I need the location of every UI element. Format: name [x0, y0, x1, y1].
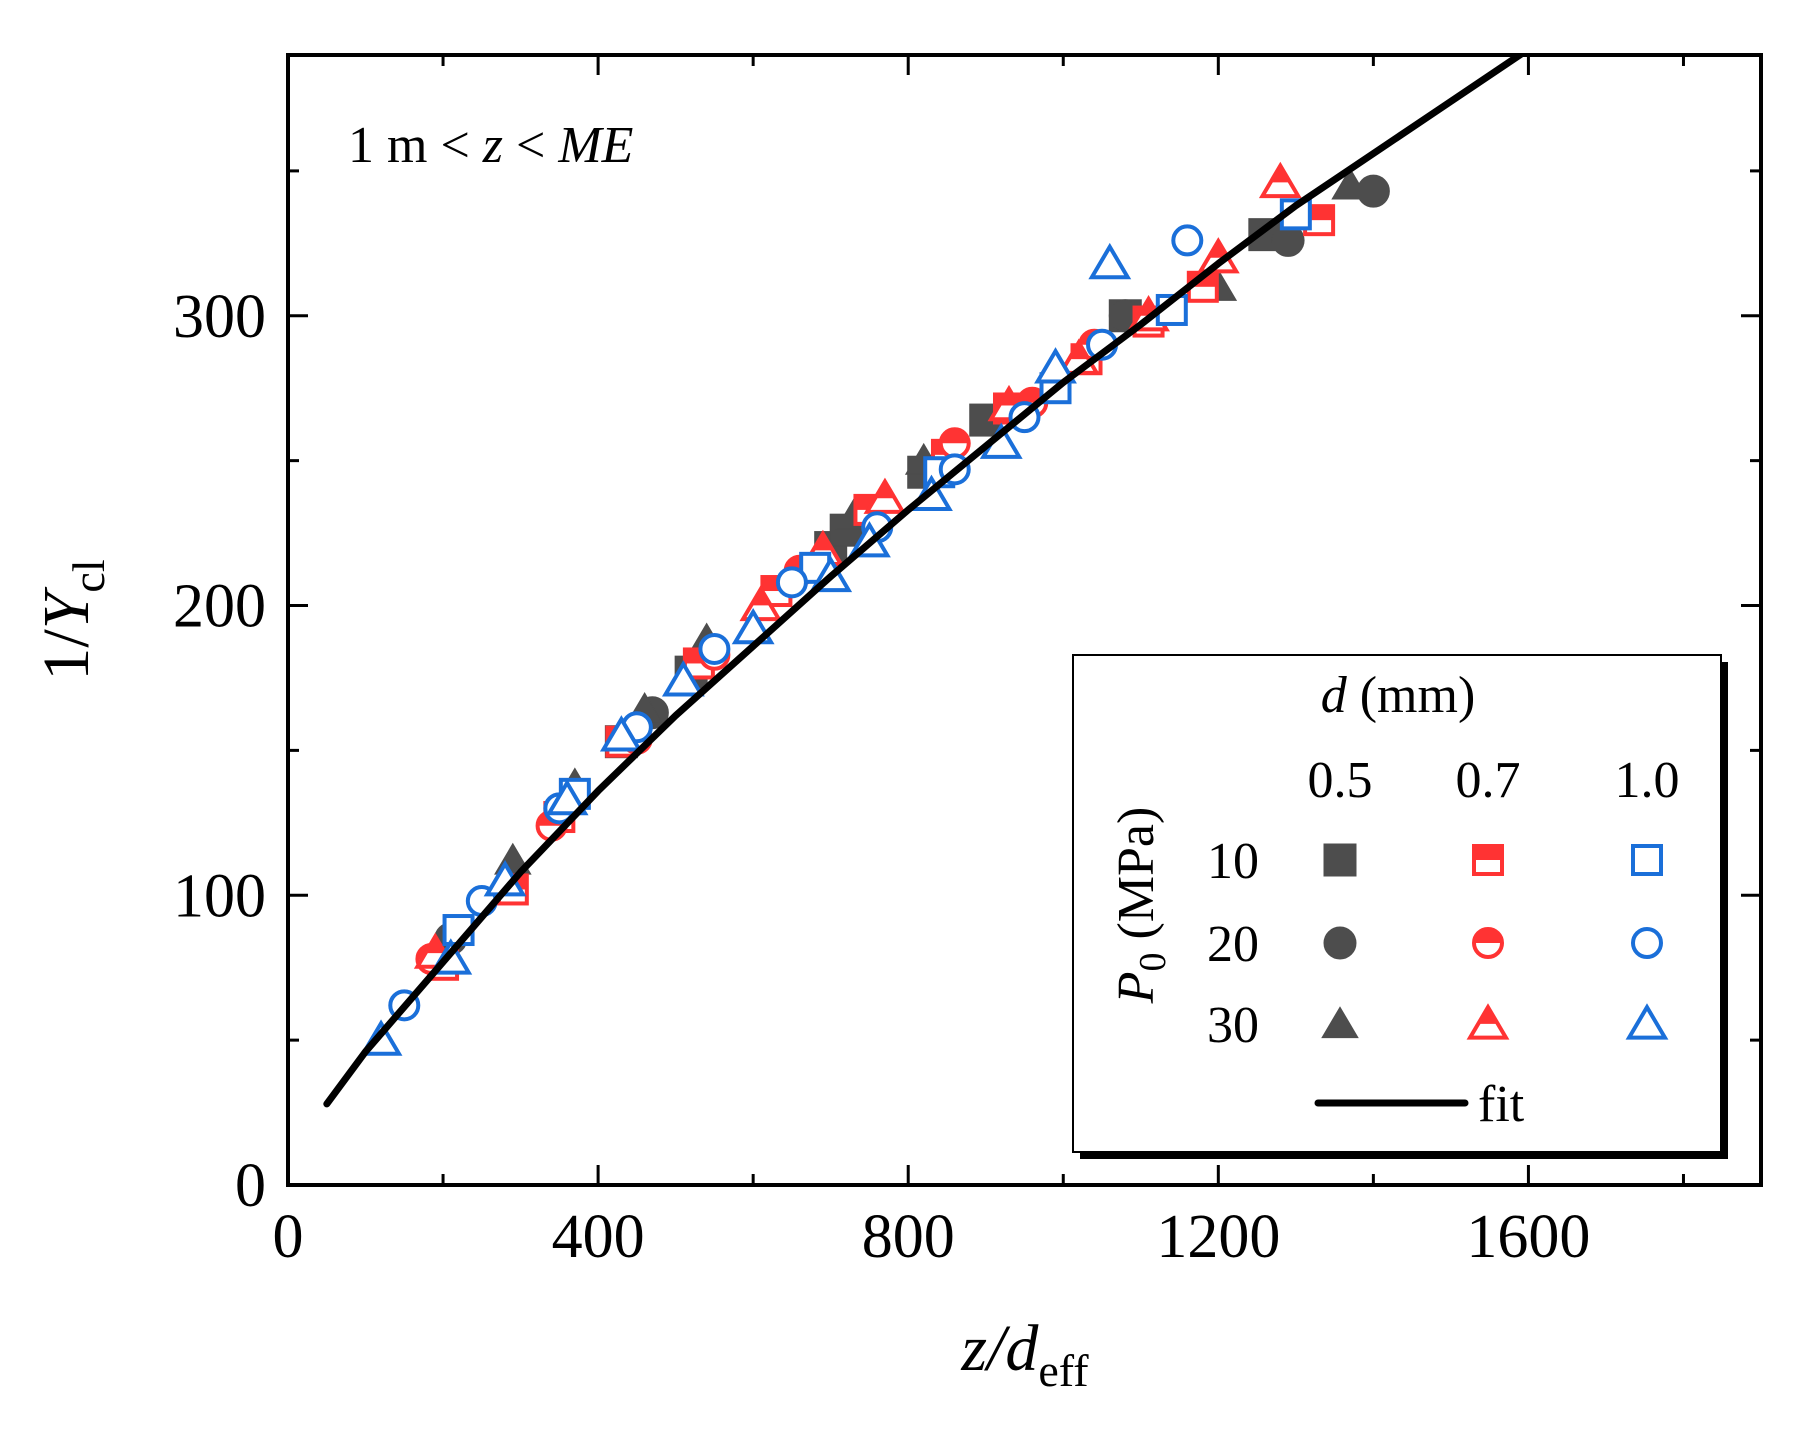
- data-point-d0.7-p20: [938, 427, 971, 460]
- x-tick-label: 1600: [1466, 1203, 1590, 1271]
- plot-frame: [286, 53, 1763, 1187]
- x-tick-label: 400: [552, 1203, 645, 1271]
- data-point-d0.7-p30: [863, 477, 907, 514]
- data-point-d0.5-p30: [1331, 167, 1369, 200]
- y-axis-title: 1/Ycl: [30, 559, 114, 680]
- x-axis-title-sub: eff: [1038, 1345, 1089, 1396]
- legend-row-label: 10: [1207, 833, 1259, 890]
- data-point-d1.0-p30: [545, 778, 589, 816]
- data-point-d1.0-p20: [1171, 224, 1204, 257]
- legend-marker: [1323, 843, 1357, 877]
- data-point-d1.0-p20: [775, 566, 808, 599]
- marker-fill: [1474, 846, 1502, 860]
- marker-fill: [940, 429, 969, 444]
- legend-row-title: P0 (MPa): [1108, 807, 1174, 1005]
- y-tick-label: 100: [173, 862, 266, 930]
- fit-line: [323, 55, 1527, 1108]
- x-tick-label: 1200: [1156, 1203, 1280, 1271]
- y-axis-title-prefix: 1/: [30, 629, 103, 681]
- legend-row-unit: (MPa): [1108, 807, 1165, 953]
- marker-fill: [425, 936, 446, 954]
- legend-marker: [1466, 1003, 1510, 1040]
- data-point-d1.0-p30: [661, 660, 705, 697]
- marker-shape: [1034, 347, 1077, 384]
- marker-fill: [1068, 342, 1089, 360]
- marker-shape: [545, 778, 589, 816]
- annotation-pre: 1 m <: [348, 117, 483, 174]
- legend-row-label: 20: [1207, 916, 1259, 973]
- legend-marker: [1631, 927, 1663, 959]
- marker-fill: [1474, 929, 1502, 943]
- y-tick-label: 0: [235, 1152, 266, 1220]
- legend-marker: [1472, 927, 1504, 959]
- x-axis-title: z/deff: [960, 1312, 1089, 1396]
- data-point-d0.7-p30: [1258, 161, 1302, 199]
- x-tick-label: 0: [273, 1203, 304, 1271]
- marker-fill: [813, 533, 833, 551]
- y-tick-label: 200: [173, 573, 266, 641]
- marker-fill: [1270, 165, 1291, 183]
- data-point-d1.0-p30: [1088, 242, 1132, 280]
- legend-column-var: d: [1321, 667, 1348, 724]
- data-point-d1.0-p30: [599, 715, 643, 752]
- marker-fill: [1478, 1007, 1498, 1024]
- marker-shape: [1331, 167, 1369, 200]
- legend-column-title: d (mm): [1321, 667, 1476, 724]
- data-point-d1.0-p30: [1034, 347, 1077, 384]
- marker-fill: [999, 388, 1019, 406]
- x-axis-title-main: z/d: [960, 1312, 1039, 1385]
- legend-marker: [1631, 844, 1663, 876]
- legend-marker: [1321, 1006, 1359, 1039]
- marker-shape: [1631, 844, 1663, 876]
- annotation-mid: <: [503, 117, 558, 174]
- marker-shape: [1088, 242, 1132, 280]
- marker-shape: [1323, 843, 1357, 877]
- marker-shape: [1631, 927, 1663, 959]
- marker-fill: [751, 588, 771, 606]
- legend-marker: [1472, 844, 1504, 876]
- y-tick-label: 300: [173, 283, 266, 351]
- annotation: 1 m < z < ME: [348, 117, 633, 174]
- legend-fit-label: fit: [1478, 1076, 1525, 1133]
- marker-shape: [698, 632, 731, 665]
- marker-shape: [1625, 1003, 1669, 1040]
- legend-column-label: 0.5: [1308, 752, 1373, 809]
- marker-shape: [599, 715, 643, 752]
- marker-shape: [775, 566, 808, 599]
- legend-marker: [1323, 926, 1357, 960]
- marker-shape: [1171, 224, 1204, 257]
- marker-fill: [1305, 206, 1334, 221]
- legend-marker: [1625, 1003, 1669, 1040]
- annotation-z: z: [482, 117, 503, 174]
- legend-row-label: 30: [1207, 997, 1259, 1054]
- marker-fill: [875, 481, 895, 499]
- marker-shape: [1321, 1006, 1359, 1039]
- legend-row-sub: 0: [1132, 953, 1174, 972]
- annotation-me: ME: [557, 117, 633, 174]
- data-point-d1.0-p20: [698, 632, 731, 665]
- legend-column-label: 0.7: [1456, 752, 1521, 809]
- legend-box: [1072, 654, 1722, 1153]
- marker-fill: [1208, 241, 1229, 258]
- legend-column-label: 1.0: [1615, 752, 1680, 809]
- marker-shape: [661, 660, 705, 697]
- marker-shape: [1323, 926, 1357, 960]
- x-tick-label: 800: [862, 1203, 955, 1271]
- y-axis-title-main: Y: [30, 586, 103, 629]
- legend-row-var: P: [1108, 972, 1165, 1005]
- y-axis-title-sub: cl: [63, 559, 114, 592]
- legend-column-unit: (mm): [1347, 667, 1476, 724]
